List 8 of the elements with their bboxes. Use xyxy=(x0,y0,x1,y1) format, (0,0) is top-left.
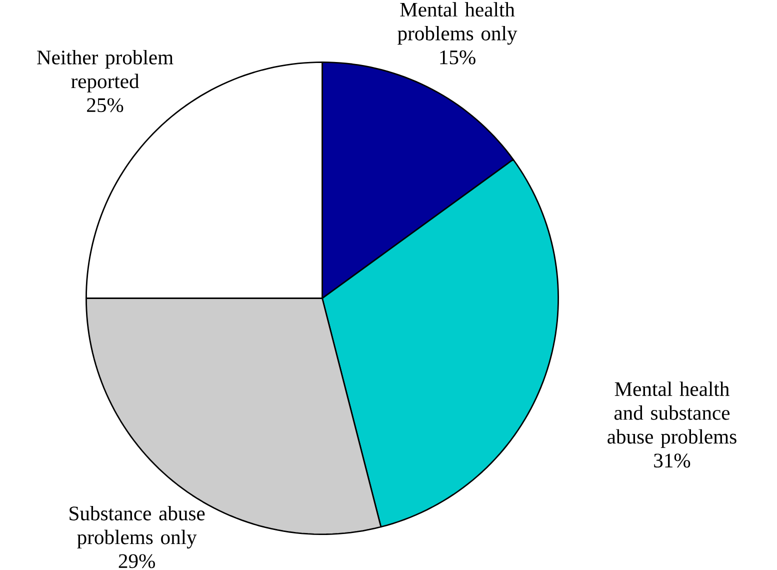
slice-label: Mental health problems only xyxy=(398,2,518,45)
data-label: 25% xyxy=(87,98,124,112)
slice-label: Neither problem reported xyxy=(37,50,174,92)
data-label: 31% xyxy=(654,453,690,468)
slice-label: Mental health and substance abuse problems xyxy=(608,381,736,448)
slice-label: Substance abuse problems only xyxy=(70,506,205,548)
data-label: 15% xyxy=(440,50,476,64)
data-label: 29% xyxy=(118,554,155,568)
